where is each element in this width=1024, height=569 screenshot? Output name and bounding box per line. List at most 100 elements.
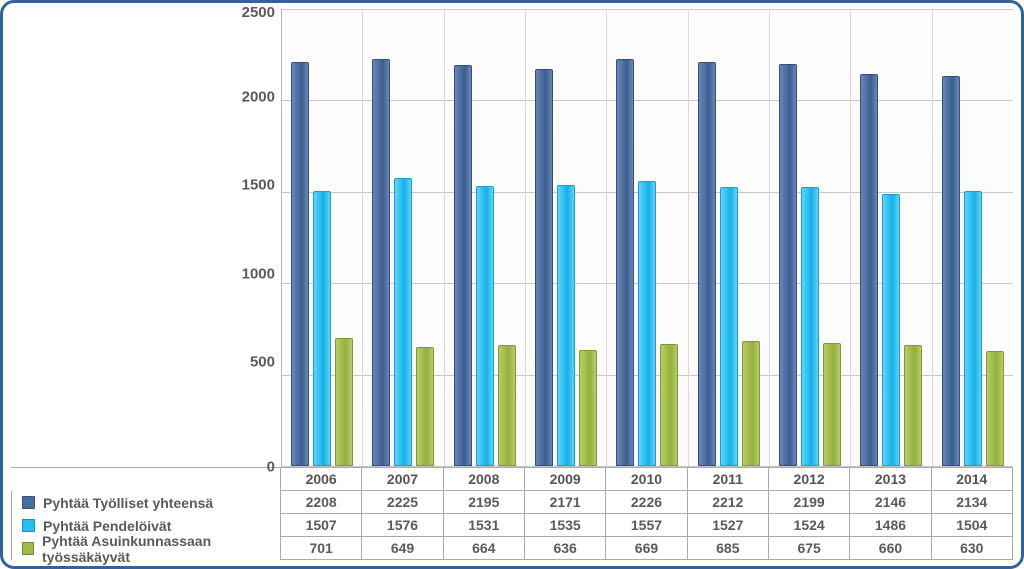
bar-series-0	[616, 59, 634, 466]
bar-group	[851, 9, 932, 466]
bar-group	[282, 9, 363, 466]
table-cell: 2208	[281, 491, 362, 513]
table-row-2-cells: 701649664636669685675660630	[281, 537, 1013, 559]
table-cell: 649	[362, 537, 443, 559]
bar-group	[689, 9, 770, 466]
table-cell: 1527	[688, 514, 769, 536]
bar-group	[770, 9, 851, 466]
bar-series-1	[882, 194, 900, 466]
y-tick-label: 2500	[221, 4, 275, 21]
bar-series-2	[986, 351, 1004, 466]
bar-series-1	[394, 178, 412, 466]
chart-frame: 2500 2000 1500 1000 500 0 Pyhtää Työlliset yh…	[0, 0, 1024, 569]
chart-wrap: 25002000150010005000 Pyhtää Työlliset yh…	[11, 9, 1013, 560]
table-header-cell: 2009	[525, 468, 606, 490]
table-cell: 669	[606, 537, 687, 559]
table-cell: 1557	[606, 514, 687, 536]
bar-group	[933, 9, 1013, 466]
bar-series-2	[660, 344, 678, 466]
bar-series-1	[801, 187, 819, 466]
bar-series-1	[557, 185, 575, 466]
table-cell: 1507	[281, 514, 362, 536]
bar-series-0	[454, 65, 472, 466]
table-header-cell: 2010	[606, 468, 687, 490]
table-cell: 685	[688, 537, 769, 559]
legend-series-2: Pyhtää Asuinkunnassaan työssäkäyvät	[11, 537, 281, 560]
bar-group	[363, 9, 444, 466]
bar-series-0	[779, 64, 797, 466]
table-cell: 660	[850, 537, 931, 559]
legend-series-0: Pyhtää Työlliset yhteensä	[11, 491, 281, 514]
table-cell: 2134	[932, 491, 1013, 513]
table-header-cell: 2014	[932, 468, 1013, 490]
bar-series-2	[579, 350, 597, 466]
y-tick-label: 0	[221, 458, 275, 475]
plot-area	[281, 9, 1013, 467]
table-row-0-cells: 220822252195217122262212219921462134	[281, 491, 1013, 513]
table-cell: 664	[444, 537, 525, 559]
table-cell: 701	[281, 537, 362, 559]
bar-series-0	[291, 62, 309, 466]
table-header-row: 200620072008200920102011201220132014	[281, 468, 1013, 491]
legend-column: Pyhtää Työlliset yhteensä Pyhtää Pendelö…	[11, 468, 281, 560]
y-tick-label: 1000	[221, 265, 275, 282]
table-header-cell: 2011	[688, 468, 769, 490]
bar-series-2	[416, 347, 434, 466]
bar-group	[445, 9, 526, 466]
swatch-series-1-icon	[22, 519, 35, 532]
bar-series-0	[942, 76, 960, 466]
table-cell: 636	[525, 537, 606, 559]
legend-series-1-label: Pyhtää Pendelöivät	[43, 518, 171, 534]
table-row-1-cells: 150715761531153515571527152414861504	[281, 514, 1013, 536]
table-header-cells: 200620072008200920102011201220132014	[281, 468, 1013, 490]
y-tick-label: 2000	[221, 89, 275, 106]
table-cell: 2199	[769, 491, 850, 513]
legend-series-0-label: Pyhtää Työlliset yhteensä	[43, 495, 213, 511]
bar-series-0	[535, 69, 553, 466]
table-header-cell: 2012	[769, 468, 850, 490]
bar-series-0	[372, 59, 390, 466]
table-cell: 2212	[688, 491, 769, 513]
swatch-series-0-icon	[22, 496, 35, 509]
table-cell: 630	[932, 537, 1013, 559]
table-cell: 2171	[525, 491, 606, 513]
table-cell: 1531	[444, 514, 525, 536]
bar-group	[607, 9, 688, 466]
bar-series-2	[742, 341, 760, 466]
table-cell: 1576	[362, 514, 443, 536]
bar-series-1	[720, 187, 738, 466]
table-cell: 2146	[850, 491, 931, 513]
table-row-series-0: 220822252195217122262212219921462134	[281, 491, 1013, 514]
table-header-cell: 2013	[850, 468, 931, 490]
data-columns: 200620072008200920102011201220132014 220…	[281, 468, 1013, 560]
bar-series-1	[964, 191, 982, 466]
y-tick-label: 1500	[221, 177, 275, 194]
bar-series-2	[904, 345, 922, 466]
bar-series-1	[313, 191, 331, 466]
y-tick-label: 500	[221, 353, 275, 370]
y-axis-ticks: 25002000150010005000	[221, 9, 281, 467]
table-row-series-2: 701649664636669685675660630	[281, 537, 1013, 560]
table-cell: 1486	[850, 514, 931, 536]
bar-series-2	[823, 343, 841, 466]
table-header-cell: 2006	[281, 468, 362, 490]
table-cell: 2195	[444, 491, 525, 513]
table-row-series-1: 150715761531153515571527152414861504	[281, 514, 1013, 537]
table-cell: 1535	[525, 514, 606, 536]
bar-series-1	[638, 181, 656, 466]
table-cell: 1524	[769, 514, 850, 536]
swatch-series-2-icon	[22, 542, 34, 555]
data-table: Pyhtää Työlliset yhteensä Pyhtää Pendelö…	[11, 467, 1013, 560]
plot-row: 25002000150010005000	[11, 9, 1013, 467]
bar-group	[526, 9, 607, 466]
table-header-cell: 2008	[444, 468, 525, 490]
table-cell: 2226	[606, 491, 687, 513]
legend-series-2-label: Pyhtää Asuinkunnassaan työssäkäyvät	[42, 533, 280, 565]
bar-series-1	[476, 186, 494, 466]
bar-series-0	[860, 74, 878, 466]
bar-series-2	[498, 345, 516, 466]
y-axis-col: 25002000150010005000	[11, 9, 281, 467]
bar-series-0	[698, 62, 716, 466]
bar-series-2	[335, 338, 353, 466]
table-header-cell: 2007	[362, 468, 443, 490]
